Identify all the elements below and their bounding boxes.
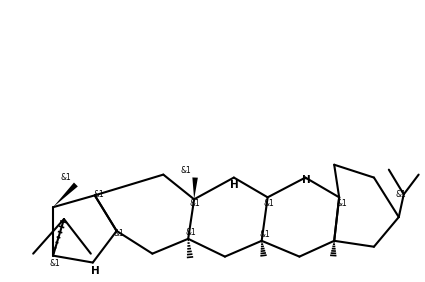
Polygon shape	[193, 177, 198, 199]
Text: &1: &1	[180, 166, 191, 175]
Polygon shape	[53, 182, 78, 207]
Text: H: H	[230, 180, 239, 190]
Text: &1: &1	[264, 199, 275, 208]
Text: &1: &1	[61, 173, 72, 182]
Text: &1: &1	[260, 230, 270, 239]
Text: H: H	[91, 266, 100, 276]
Text: &1: &1	[336, 199, 347, 208]
Text: &1: &1	[189, 199, 200, 208]
Text: &1: &1	[49, 259, 60, 268]
Text: &1: &1	[94, 190, 105, 199]
Text: H: H	[302, 175, 311, 185]
Text: &1: &1	[113, 229, 125, 238]
Text: &1: &1	[396, 190, 407, 199]
Text: &1: &1	[185, 228, 196, 237]
